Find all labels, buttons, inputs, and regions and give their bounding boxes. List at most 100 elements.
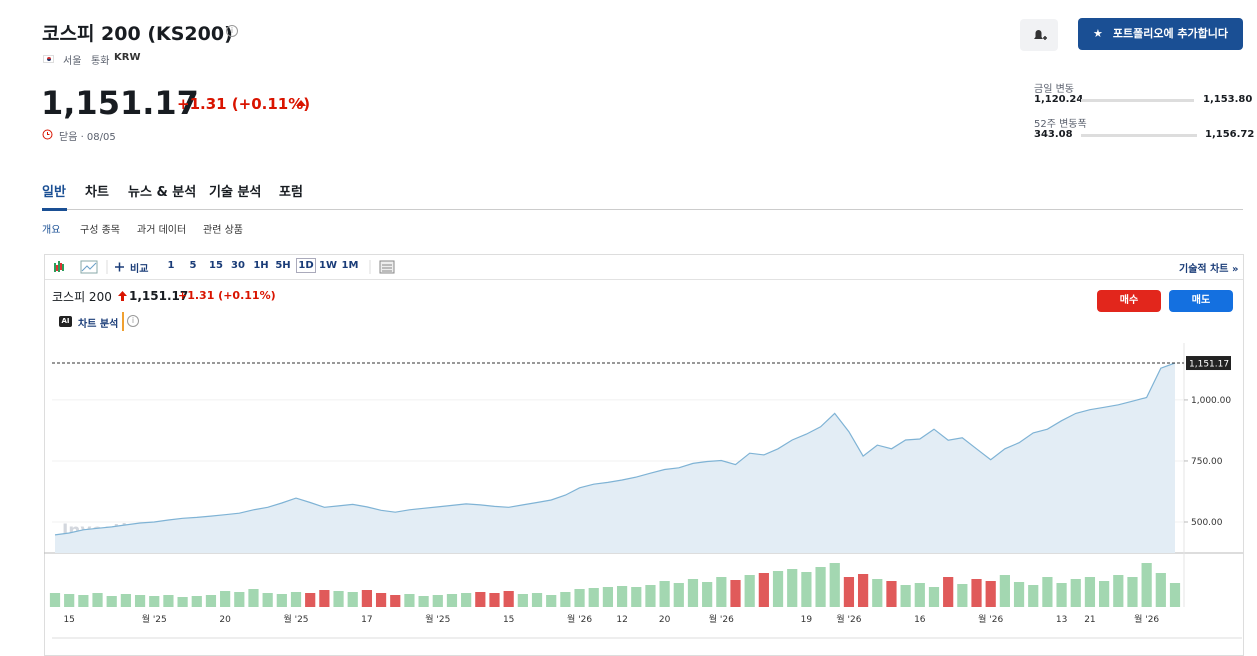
subtab[interactable]: 관련 상품 [203, 225, 243, 236]
volume-bar [857, 574, 869, 607]
toolbar-icons[interactable] [52, 259, 152, 275]
info-icon[interactable]: i [226, 25, 238, 37]
x-tick-label: 21 [1084, 615, 1095, 625]
volume-bar [531, 593, 543, 607]
volume-bar [78, 595, 89, 607]
price-line [54, 362, 1176, 536]
tab[interactable]: 일반 [42, 185, 66, 200]
subtab[interactable]: 개요 [42, 225, 61, 236]
info-icon[interactable]: i [127, 315, 139, 327]
compare[interactable]: 비교 [130, 264, 149, 275]
x-tick-label: 19 [801, 615, 813, 625]
volume-bar [588, 588, 599, 607]
interval-selected[interactable]: 1D [296, 258, 316, 273]
interval[interactable]: 1W [319, 260, 337, 271]
technical-chart-link[interactable]: 기술적 차트 » [1179, 264, 1239, 275]
tab[interactable]: 뉴스 & 분석 [128, 185, 197, 200]
volume-bar [1013, 582, 1025, 607]
volume-bar [432, 595, 443, 607]
volume-bar [673, 583, 684, 607]
exchange: 서울 [63, 56, 82, 67]
volume-bar [149, 596, 160, 607]
volume-bar [843, 577, 855, 607]
volume-bar [347, 592, 358, 607]
tab[interactable]: 기술 분석 [209, 185, 262, 200]
volume-bar [772, 571, 784, 607]
volume-bar [503, 591, 514, 607]
buy-button[interactable]: 매수 [1097, 290, 1161, 312]
interval[interactable]: 5H [275, 260, 291, 271]
x-tick-label: 월 '26 [836, 613, 861, 625]
interval[interactable]: 1 [167, 260, 175, 271]
volume-bar [943, 577, 954, 607]
area [55, 363, 1175, 553]
volume-bar [787, 569, 798, 607]
subtab[interactable]: 구성 종목 [80, 225, 120, 236]
volume-bar [999, 575, 1010, 607]
x-tick-label: 12 [616, 615, 627, 625]
volume-bar [134, 595, 146, 607]
x-tick-label: 월 '26 [709, 613, 734, 625]
volume-bar [829, 563, 840, 607]
week52-label: 52주 변동폭 [1034, 119, 1087, 130]
toolbar-divider [45, 279, 1243, 280]
volume-bar [730, 580, 741, 607]
interval[interactable]: 15 [209, 260, 223, 271]
portfolio-button[interactable]: ★ 포트폴리오에 추가합니다 [1078, 18, 1243, 50]
volume-bar [390, 595, 401, 607]
x-tick-label: 20 [219, 615, 231, 625]
volume-bar [914, 583, 925, 607]
last-price-label: 1,151.17 [1189, 360, 1229, 370]
volume-bar [872, 579, 883, 607]
volume-bar [290, 592, 302, 607]
legend-price: 1,151.17 [129, 289, 189, 303]
ai-panel[interactable] [54, 312, 124, 331]
volume-bar [1155, 573, 1166, 607]
market-status: 닫음 · 08/05 [59, 132, 116, 143]
ai-analysis[interactable]: 차트 분석 [78, 319, 119, 330]
week52-high: 1,156.72 [1205, 129, 1255, 140]
x-tick-label: 17 [361, 615, 372, 625]
interval[interactable]: 1M [341, 260, 359, 271]
legend-change: +1.31 (+0.11%) [178, 289, 276, 302]
volume-bar [333, 591, 344, 607]
interval[interactable]: 30 [231, 260, 245, 271]
day-high: 1,153.80 [1203, 94, 1253, 105]
title: 코스피 200 (KS200) [42, 23, 233, 45]
x-tick-label: 월 '26 [1134, 613, 1159, 625]
day-range-label: 금일 변동 [1034, 84, 1074, 95]
y-tick-label: 750.00 [1191, 457, 1223, 467]
volume-bar [276, 594, 287, 607]
volume-bar [106, 596, 117, 607]
volume-bar [163, 595, 174, 607]
tab[interactable]: 차트 [85, 185, 109, 200]
volume-bar [517, 594, 528, 607]
legend-name: 코스피 200 [52, 290, 112, 304]
sell-button[interactable]: 매도 [1169, 290, 1233, 312]
interval[interactable]: 1H [253, 260, 269, 271]
volume-bar [928, 587, 940, 607]
volume-bar [1084, 577, 1096, 607]
x-tick-label: 15 [63, 615, 74, 625]
volume-bar [404, 594, 415, 607]
clock-icon [42, 129, 53, 140]
week52-low: 343.08 [1034, 129, 1073, 140]
subtab[interactable]: 과거 데이터 [137, 225, 187, 236]
tab[interactable]: 포럼 [279, 185, 303, 200]
volume-bar [1028, 585, 1039, 607]
x-tick-label: 월 '25 [425, 613, 450, 625]
volume-bar [120, 594, 131, 607]
alert-button[interactable] [1020, 19, 1058, 51]
volume-bar [602, 587, 614, 607]
volume-bar [631, 587, 642, 607]
volume-bar [546, 595, 557, 607]
interval[interactable]: 5 [189, 260, 197, 271]
volume-bar [248, 589, 259, 607]
volume-bar [234, 592, 245, 607]
volume-bar [1042, 577, 1053, 607]
volume-bar [687, 579, 699, 607]
volume-bar [900, 585, 911, 607]
week52-bar [1081, 134, 1197, 137]
table-icon[interactable] [368, 259, 398, 275]
